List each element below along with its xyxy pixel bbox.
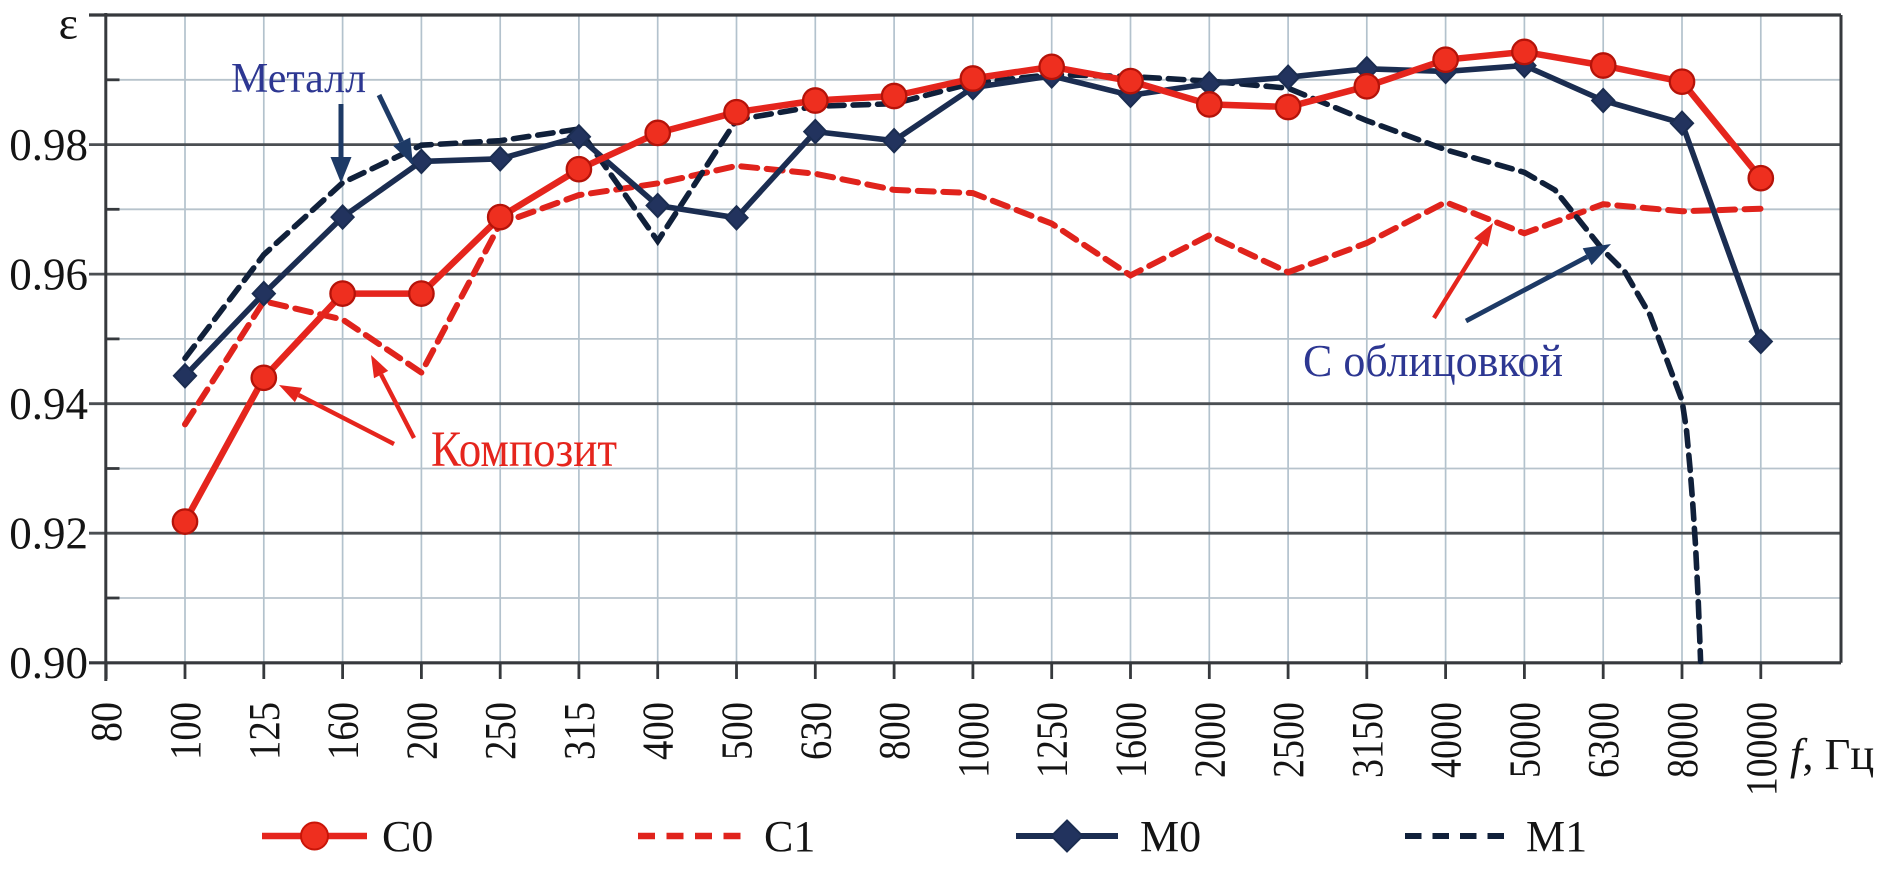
svg-text:Металл: Металл — [231, 56, 366, 102]
svg-text:200: 200 — [397, 702, 446, 760]
svg-text:125: 125 — [240, 702, 289, 760]
svg-text:1000: 1000 — [949, 702, 998, 778]
svg-text:0.96: 0.96 — [9, 249, 88, 299]
svg-text:М0: М0 — [1140, 812, 1201, 861]
svg-text:8000: 8000 — [1658, 702, 1707, 778]
svg-text:80: 80 — [82, 702, 131, 742]
svg-text:0.98: 0.98 — [9, 120, 88, 170]
svg-text:5000: 5000 — [1500, 702, 1549, 778]
svg-text:400: 400 — [634, 702, 683, 760]
svg-text:160: 160 — [319, 702, 368, 760]
svg-text:10000: 10000 — [1737, 702, 1786, 796]
svg-text:C0: C0 — [382, 812, 433, 861]
svg-text:0.92: 0.92 — [9, 509, 88, 559]
svg-text:М1: М1 — [1526, 812, 1587, 861]
svg-text:0.94: 0.94 — [9, 379, 88, 429]
svg-text:800: 800 — [870, 702, 919, 760]
svg-text:500: 500 — [713, 702, 762, 760]
svg-text:250: 250 — [476, 702, 525, 760]
svg-text:Композит: Композит — [431, 422, 617, 478]
svg-text:ε: ε — [59, 0, 78, 49]
svg-text:100: 100 — [161, 702, 210, 760]
svg-text:0.90: 0.90 — [9, 638, 88, 688]
svg-text:315: 315 — [555, 702, 604, 760]
svg-text:С облицовкой: С облицовкой — [1303, 335, 1563, 386]
svg-text:1250: 1250 — [1028, 702, 1077, 778]
svg-text:1600: 1600 — [1107, 702, 1156, 778]
svg-text:630: 630 — [791, 702, 840, 760]
svg-text:3150: 3150 — [1343, 702, 1392, 778]
svg-text:f, Гц: f, Гц — [1790, 729, 1874, 779]
svg-text:2500: 2500 — [1264, 702, 1313, 778]
svg-text:6300: 6300 — [1579, 702, 1628, 778]
svg-text:C1: C1 — [764, 812, 815, 861]
svg-text:4000: 4000 — [1422, 702, 1471, 778]
svg-text:2000: 2000 — [1185, 702, 1234, 778]
